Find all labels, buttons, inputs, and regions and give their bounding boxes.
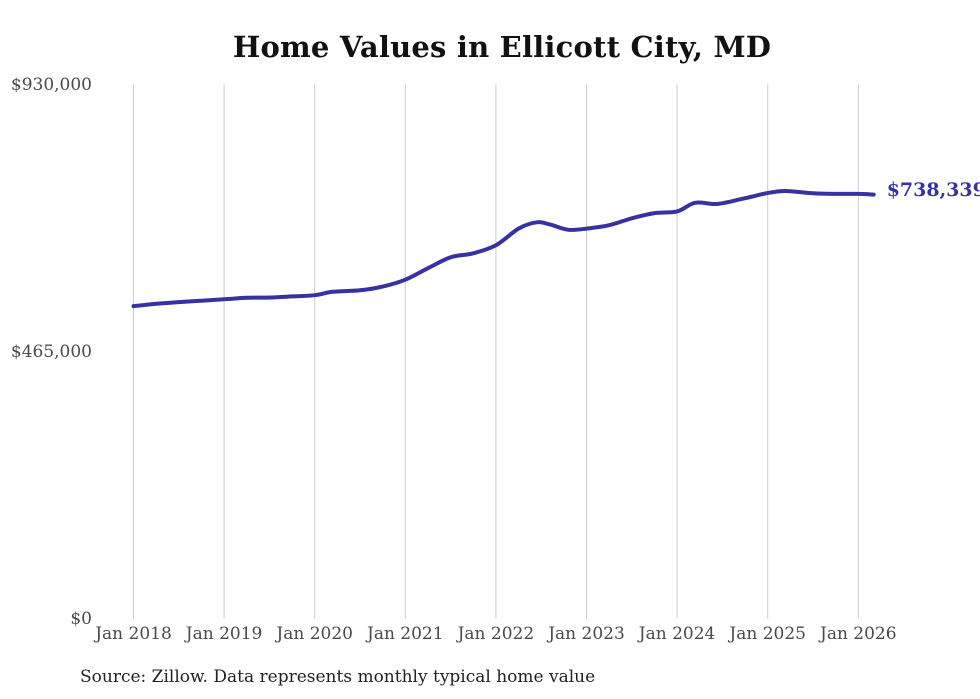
x-tick-label: Jan 2025 — [729, 624, 806, 644]
home-value-line — [131, 189, 876, 309]
y-tick-label: $465,000 — [10, 341, 92, 362]
x-tick-label: Jan 2020 — [276, 624, 353, 644]
y-tick-label: $930,000 — [10, 74, 92, 95]
chart-title: Home Values in Ellicott City, MD — [232, 30, 772, 64]
x-tick-label: Jan 2021 — [367, 624, 444, 644]
x-tick-label: Jan 2022 — [457, 624, 535, 644]
source-note: Source: Zillow. Data represents monthly … — [80, 667, 596, 687]
x-tick-label: Jan 2018 — [95, 624, 172, 644]
x-tick-label: Jan 2019 — [185, 624, 263, 644]
x-tick-label: Jan 2024 — [638, 624, 716, 644]
x-tick-label: Jan 2026 — [820, 624, 897, 644]
latest-value-label: $738,339 — [886, 178, 980, 201]
y-tick-label: $0 — [70, 608, 92, 629]
x-tick-label: Jan 2023 — [548, 624, 625, 644]
